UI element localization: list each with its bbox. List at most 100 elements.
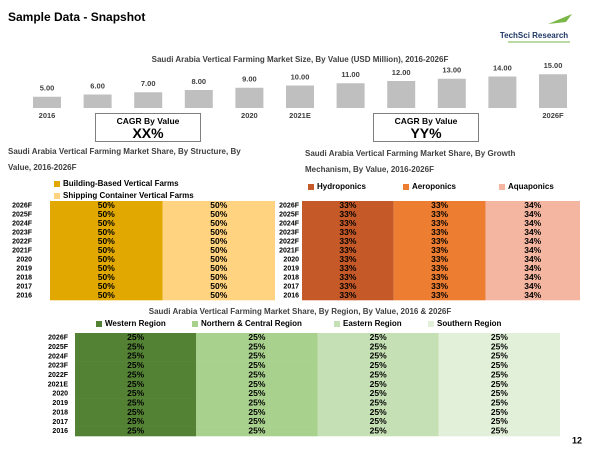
y-tick-label: 2016 (283, 292, 299, 299)
bar (134, 92, 163, 108)
value-label: 25% (248, 351, 265, 361)
cagr-value: YY% (410, 125, 442, 141)
value-label: 33% (339, 263, 356, 273)
value-label: 25% (127, 332, 144, 342)
y-tick-label: 2018 (283, 274, 299, 281)
bar-segment (485, 210, 580, 220)
bar-segment (438, 426, 560, 437)
legend-swatch (499, 184, 505, 190)
legend-swatch (334, 321, 340, 327)
bar-segment (317, 370, 439, 381)
value-label: 25% (491, 388, 508, 398)
value-label: 33% (431, 245, 448, 255)
value-label: 25% (248, 416, 265, 426)
slide-title: Sample Data - Snapshot (8, 10, 145, 24)
bar-segment (438, 417, 560, 427)
bar (336, 83, 365, 108)
value-label: 33% (431, 281, 448, 291)
value-label: 34% (524, 263, 541, 273)
value-label: 50% (210, 281, 227, 291)
y-tick-label: 2025F (12, 211, 33, 218)
bar-segment (196, 407, 318, 418)
value-label: 25% (491, 397, 508, 407)
bar (437, 78, 466, 108)
logo-text: TechSci Research (500, 31, 568, 40)
legend-label: Building-Based Vertical Farms (63, 179, 179, 188)
bar-segment (438, 407, 560, 418)
legend-swatch (96, 321, 102, 327)
bar (488, 76, 517, 108)
y-tick-label: 2016 (16, 292, 32, 299)
value-label: 25% (248, 332, 265, 342)
y-tick-label: 2025F (48, 344, 69, 351)
bar (184, 90, 213, 108)
value-label: 33% (431, 290, 448, 300)
bar (387, 81, 416, 108)
value-label: 33% (431, 263, 448, 273)
value-label: 34% (524, 272, 541, 282)
bar-segment (393, 282, 486, 292)
value-label: 5.00 (40, 84, 55, 93)
value-label: 11.00 (341, 70, 359, 79)
value-label: 25% (370, 360, 387, 370)
value-label: 25% (370, 426, 387, 436)
bar-segment (485, 246, 580, 256)
value-label: 6.00 (90, 81, 105, 90)
bar-segment (50, 273, 163, 283)
value-label: 15.00 (544, 61, 563, 70)
legend-label: Hydroponics (317, 182, 366, 191)
chart-title: Saudi Arabia Vertical Farming Market Siz… (152, 55, 449, 64)
y-tick-label: 2020 (283, 256, 299, 263)
value-label: 7.00 (141, 79, 156, 88)
bar-segment (438, 379, 560, 390)
bar-segment (438, 351, 560, 362)
legend-label: Western Region (105, 319, 166, 328)
bar-segment (317, 407, 439, 418)
bar-segment (196, 333, 318, 343)
cagr-box: CAGR By Value YY% (373, 113, 479, 142)
value-label: 25% (127, 360, 144, 370)
bar-segment (485, 237, 580, 247)
bar-segment (162, 237, 275, 247)
bar-segment (50, 282, 163, 292)
bar-segment (438, 389, 560, 399)
bar-segment (50, 264, 163, 274)
legend-label: Aeroponics (412, 182, 457, 191)
bar-segment (317, 379, 439, 390)
bar-segment (485, 273, 580, 283)
bar-segment (75, 417, 197, 427)
y-tick-label: 2026F (279, 202, 300, 209)
value-label: 33% (339, 290, 356, 300)
value-label: 50% (210, 245, 227, 255)
y-tick-label: 2019 (16, 265, 32, 272)
bar-segment (393, 201, 486, 211)
value-label: 25% (127, 426, 144, 436)
value-label: 50% (210, 290, 227, 300)
bar-segment (75, 426, 197, 437)
bar-segment (485, 255, 580, 265)
bar-segment (302, 237, 394, 247)
bar-segment (302, 201, 394, 211)
y-tick-label: 2020 (52, 391, 68, 398)
bar-segment (317, 342, 439, 353)
value-label: 25% (370, 332, 387, 342)
bar-segment (302, 246, 394, 256)
value-label: 33% (431, 236, 448, 246)
bar-segment (162, 210, 275, 220)
y-tick-label: 2021F (279, 247, 300, 254)
legend-swatch (308, 184, 314, 190)
x-tick-label: 2026F (542, 111, 564, 120)
bar-segment (438, 361, 560, 371)
value-label: 50% (98, 236, 115, 246)
y-tick-label: 2018 (16, 274, 32, 281)
value-label: 33% (431, 218, 448, 228)
value-label: 25% (370, 369, 387, 379)
value-label: 25% (127, 351, 144, 361)
legend-swatch (403, 184, 409, 190)
bar-segment (162, 291, 275, 301)
value-label: 34% (524, 218, 541, 228)
bar-segment (438, 398, 560, 409)
cagr-label: CAGR By Value (116, 116, 180, 126)
value-label: 50% (98, 227, 115, 237)
bar-segment (162, 219, 275, 229)
